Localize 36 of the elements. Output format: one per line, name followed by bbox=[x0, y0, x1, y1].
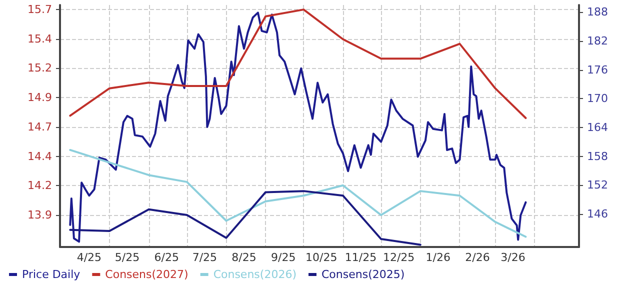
x-tick-label: 11/25 bbox=[344, 251, 377, 264]
y2-tick-label: 176 bbox=[587, 63, 608, 76]
y-tick-label: 15.2 bbox=[28, 62, 52, 75]
y-tick-label: 15.4 bbox=[28, 32, 52, 46]
y2-tick-label: 152 bbox=[587, 178, 608, 192]
y-tick-label: 14.2 bbox=[28, 179, 52, 192]
x-tick-label: 8/25 bbox=[232, 251, 256, 264]
x-tick-label: 6/25 bbox=[154, 251, 179, 264]
y-tick-label: 14.7 bbox=[28, 120, 52, 134]
x-tick-label: 2/26 bbox=[465, 251, 490, 264]
x-tick-label: 4/25 bbox=[76, 251, 102, 264]
legend-label: Consens(2026) bbox=[213, 268, 296, 281]
y2-tick-label: 158 bbox=[587, 150, 608, 163]
y2-tick-label: 146 bbox=[587, 207, 608, 220]
y-tick-label: 14.9 bbox=[28, 91, 52, 104]
y-tick-label: 13.9 bbox=[28, 208, 52, 222]
x-tick-label: 10/25 bbox=[306, 251, 338, 264]
legend-label: Consens(2025) bbox=[321, 268, 405, 281]
legend-label: Consens(2027) bbox=[105, 268, 188, 281]
x-tick-label: 5/25 bbox=[114, 251, 140, 264]
y2-tick-label: 164 bbox=[587, 120, 608, 134]
y2-tick-label: 182 bbox=[587, 34, 608, 48]
legend-label: Price Daily bbox=[22, 268, 81, 281]
line-series bbox=[69, 190, 422, 246]
y-tick-label: 14.4 bbox=[28, 150, 52, 163]
x-tick-label: 12/25 bbox=[382, 251, 415, 264]
x-tick-label: 9/25 bbox=[270, 251, 296, 264]
y-tick-label: 15.7 bbox=[28, 3, 52, 16]
x-tick-label: 1/26 bbox=[426, 251, 450, 264]
x-tick-label: 3/26 bbox=[500, 251, 526, 264]
y2-tick-label: 188 bbox=[587, 6, 608, 19]
line-series bbox=[69, 12, 527, 243]
line-series bbox=[69, 8, 527, 120]
x-tick-label: 7/25 bbox=[192, 251, 218, 264]
line-series bbox=[69, 148, 527, 238]
y2-tick-label: 170 bbox=[587, 92, 608, 106]
